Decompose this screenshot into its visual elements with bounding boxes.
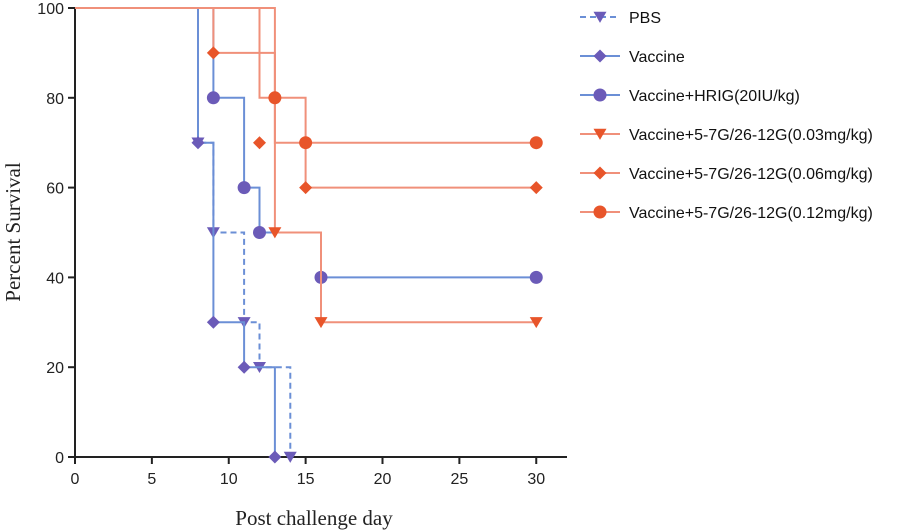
data-point-diamond	[206, 315, 220, 329]
legend-label: Vaccine	[629, 49, 685, 66]
data-point-diamond	[191, 136, 205, 150]
y-tick-label: 80	[46, 91, 64, 108]
y-tick-label: 60	[46, 181, 64, 198]
y-tick-label: 0	[55, 450, 64, 467]
data-point-circle	[299, 136, 313, 150]
data-point-circle	[206, 91, 220, 105]
legend-item: Vaccine+5-7G/26-12G(0.12mg/kg)	[580, 205, 873, 222]
data-point-circle	[237, 181, 251, 195]
data-point-diamond	[237, 360, 251, 374]
y-tick-label: 40	[46, 270, 64, 287]
legend-item: Vaccine+HRIG(20IU/kg)	[580, 88, 800, 105]
data-point-diamond	[299, 181, 313, 195]
data-point-diamond	[206, 46, 220, 60]
data-point-diamond	[268, 450, 282, 464]
data-point-circle	[253, 226, 266, 239]
x-tick-label: 15	[297, 471, 315, 488]
data-point-circle	[593, 88, 607, 102]
legend-label: Vaccine+5-7G/26-12G(0.12mg/kg)	[629, 205, 873, 222]
x-tick-label: 20	[374, 471, 392, 488]
data-point-triangle	[314, 317, 328, 329]
data-point-diamond	[529, 181, 543, 195]
legend: PBS Vaccine Vaccine+HRIG(20IU/kg) Vaccine+5…	[580, 10, 873, 222]
data-point-circle	[529, 136, 543, 150]
series-5	[75, 7, 543, 195]
data-point-circle	[268, 91, 282, 105]
data-point-triangle	[529, 317, 543, 329]
legend-label: PBS	[629, 10, 661, 27]
data-point-triangle	[593, 128, 607, 140]
legend-label: Vaccine+5-7G/26-12G(0.06mg/kg)	[629, 166, 873, 183]
series-4	[75, 7, 543, 329]
x-axis-title: Post challenge day	[235, 506, 393, 530]
data-point-triangle	[593, 11, 607, 23]
x-tick-label: 0	[71, 471, 80, 488]
data-point-circle	[529, 270, 543, 284]
data-point-diamond	[593, 49, 607, 63]
legend-item: Vaccine+5-7G/26-12G(0.03mg/kg)	[580, 127, 873, 144]
x-tick-label: 10	[220, 471, 238, 488]
legend-item: PBS	[580, 10, 661, 27]
x-tick-label: 5	[147, 471, 156, 488]
series-6	[75, 7, 543, 150]
x-tick-label: 25	[450, 471, 468, 488]
data-point-diamond	[253, 136, 266, 150]
x-tick-label: 30	[527, 471, 545, 488]
data-point-triangle	[268, 227, 282, 239]
series-layer	[75, 7, 543, 464]
legend-label: Vaccine+5-7G/26-12G(0.03mg/kg)	[629, 127, 873, 144]
data-point-circle	[593, 205, 607, 219]
legend-item: Vaccine+5-7G/26-12G(0.06mg/kg)	[580, 166, 873, 183]
y-axis-title: Percent Survival	[1, 162, 25, 302]
legend-label: Vaccine+HRIG(20IU/kg)	[629, 88, 800, 105]
legend-item: Vaccine	[580, 49, 685, 66]
data-point-diamond	[593, 166, 607, 180]
axes: 0 5 10 15 20 25 30 0 20 40 60 80 100	[37, 1, 567, 488]
series-line	[75, 7, 537, 144]
data-point-triangle	[283, 451, 297, 463]
y-tick-label: 20	[46, 360, 64, 377]
series-2	[75, 7, 282, 464]
y-tick-label: 100	[37, 1, 64, 18]
